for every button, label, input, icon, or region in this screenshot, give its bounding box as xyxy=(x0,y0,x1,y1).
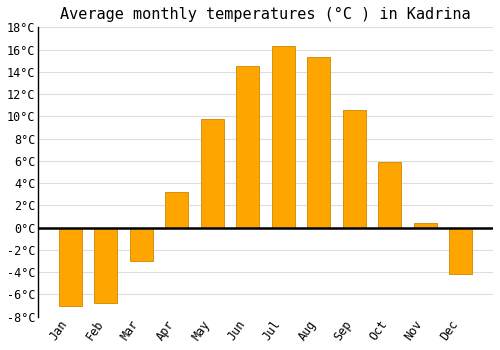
Title: Average monthly temperatures (°C ) in Kadrina: Average monthly temperatures (°C ) in Ka… xyxy=(60,7,471,22)
Bar xyxy=(450,228,472,274)
Bar xyxy=(94,228,118,303)
Bar xyxy=(201,119,224,228)
Bar xyxy=(308,57,330,228)
Bar xyxy=(236,66,260,228)
Bar xyxy=(343,110,366,228)
Bar xyxy=(378,162,402,228)
Bar xyxy=(272,46,295,228)
Bar xyxy=(130,228,153,261)
Bar xyxy=(166,192,188,228)
Bar xyxy=(414,223,437,228)
Bar xyxy=(59,228,82,306)
